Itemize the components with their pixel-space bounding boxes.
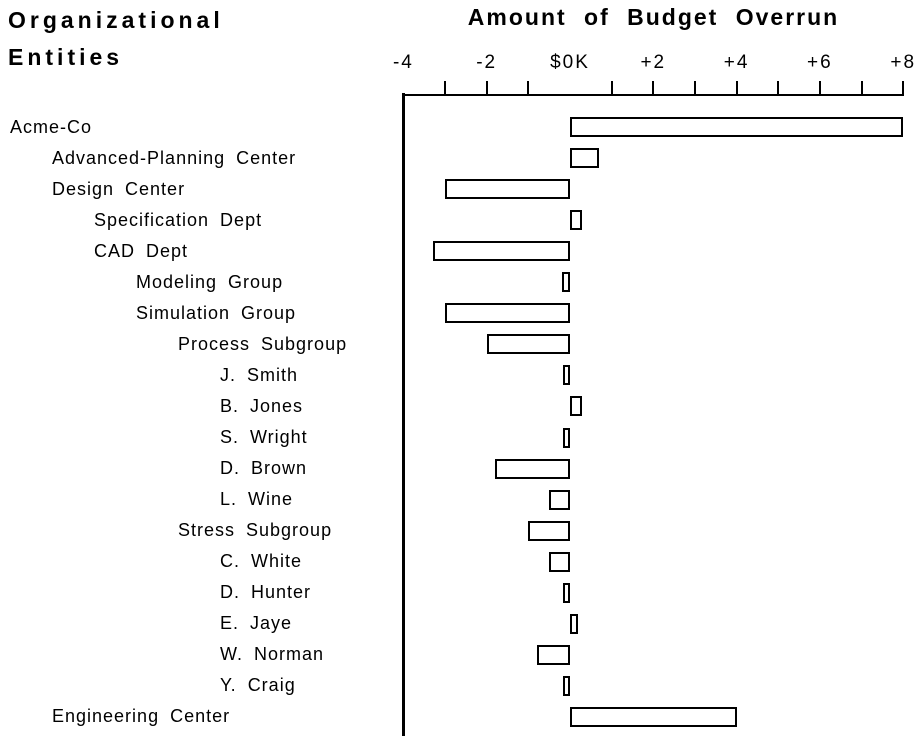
row-label: D. Brown bbox=[220, 458, 308, 479]
chart-title: Amount of Budget Overrun bbox=[467, 4, 840, 30]
x-axis-tick bbox=[610, 81, 613, 95]
bar bbox=[570, 396, 583, 417]
x-axis-tick bbox=[527, 81, 530, 95]
bar bbox=[432, 241, 570, 262]
row-label: B. Jones bbox=[220, 395, 304, 416]
bar bbox=[570, 148, 600, 169]
row-label: CAD Dept bbox=[94, 240, 189, 261]
x-axis-tick-label: +4 bbox=[723, 52, 750, 73]
x-axis-tick bbox=[735, 81, 738, 95]
bar bbox=[528, 520, 570, 541]
bar bbox=[563, 582, 570, 603]
row-label: Acme-Co bbox=[10, 116, 93, 137]
bar bbox=[536, 644, 570, 665]
x-axis-tick bbox=[444, 81, 447, 95]
row-label: Advanced-Planning Center bbox=[52, 147, 297, 168]
row-label: Specification Dept bbox=[94, 209, 263, 230]
row-label: D. Hunter bbox=[220, 582, 312, 603]
bar bbox=[486, 334, 570, 355]
x-axis-tick bbox=[777, 81, 780, 95]
x-axis-tick bbox=[860, 81, 863, 95]
row-label: Process Subgroup bbox=[178, 333, 348, 354]
categories-title-line2: Entities bbox=[8, 44, 124, 70]
categories-title: Organizational Entities bbox=[8, 2, 224, 76]
bar bbox=[570, 613, 579, 634]
x-axis-tick bbox=[652, 81, 655, 95]
row-label: Engineering Center bbox=[52, 706, 231, 727]
row-label: C. White bbox=[220, 551, 303, 572]
y-axis-baseline bbox=[402, 93, 405, 736]
bar bbox=[563, 427, 570, 448]
row-label: Stress Subgroup bbox=[178, 520, 333, 541]
x-axis-tick bbox=[818, 81, 821, 95]
row-label: Design Center bbox=[52, 178, 186, 199]
bar bbox=[445, 303, 570, 324]
x-axis-tick bbox=[693, 81, 696, 95]
bar bbox=[549, 551, 570, 572]
x-axis-tick-label: -4 bbox=[392, 52, 414, 73]
row-label: Simulation Group bbox=[136, 302, 297, 323]
bar bbox=[563, 365, 570, 386]
bar bbox=[570, 706, 737, 727]
x-axis-tick bbox=[902, 81, 905, 95]
bar bbox=[570, 210, 583, 231]
row-label: L. Wine bbox=[220, 489, 294, 510]
bar bbox=[445, 179, 570, 200]
bar bbox=[563, 675, 570, 696]
row-label: W. Norman bbox=[220, 644, 325, 665]
x-axis-line bbox=[403, 94, 904, 96]
x-axis-tick-label: +6 bbox=[807, 52, 833, 73]
row-label: J. Smith bbox=[220, 364, 299, 385]
row-label: Modeling Group bbox=[136, 271, 284, 292]
bar bbox=[495, 458, 570, 479]
x-axis-tick-label: +8 bbox=[890, 52, 917, 73]
bar bbox=[549, 489, 570, 510]
row-label: E. Jaye bbox=[220, 613, 293, 634]
x-axis-tick bbox=[485, 81, 488, 95]
x-axis-tick-label: -2 bbox=[476, 52, 498, 73]
bar bbox=[561, 272, 570, 293]
categories-title-line1: Organizational bbox=[8, 7, 224, 33]
row-label: Y. Craig bbox=[220, 675, 296, 696]
x-axis-tick-label: $0K bbox=[550, 52, 590, 73]
x-axis-tick-label: +2 bbox=[640, 52, 667, 73]
row-label: S. Wright bbox=[220, 427, 308, 447]
bar bbox=[570, 117, 904, 137]
